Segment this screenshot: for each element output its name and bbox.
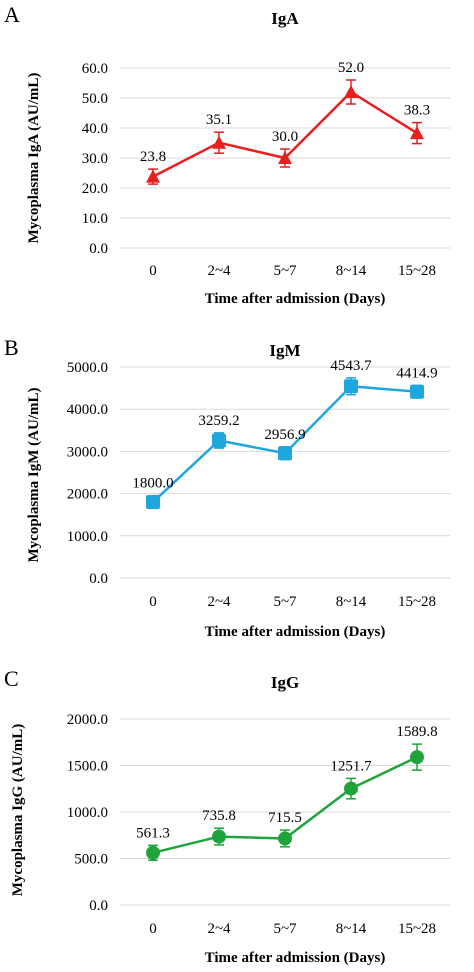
- x-tick-label: 8~14: [336, 263, 367, 279]
- panel-igg: 0.0 500.0 1000.0 1500.0 2000.0 0 2~4 5~7 8~14 15~…: [4, 666, 450, 966]
- data-label: 52.0: [338, 60, 364, 76]
- x-tick-label: 15~28: [398, 594, 436, 610]
- y-axis-label: Mycoplasma IgG (AU/mL): [10, 724, 26, 897]
- data-point: [212, 433, 226, 448]
- data-point: [146, 845, 160, 860]
- y-tick-label: 4000.0: [67, 402, 108, 418]
- data-label: 2956.9: [264, 427, 305, 443]
- data-label: 4543.7: [330, 358, 372, 374]
- y-tick-label: 0.0: [89, 571, 108, 587]
- data-point: [146, 495, 160, 510]
- y-tick-label: 40.0: [82, 121, 108, 137]
- data-label: 1251.7: [330, 758, 372, 774]
- y-tick-label: 1500.0: [67, 759, 108, 775]
- data-point: [344, 781, 358, 796]
- panel-iga: 0.0 10.0 20.0 30.0 40.0 50.0 60.0 0 2~4 5~7 8~14 15…: [4, 2, 450, 307]
- data-label: 735.8: [202, 808, 236, 824]
- data-point: [278, 151, 292, 164]
- x-tick-label: 15~28: [398, 263, 436, 279]
- x-tick-label: 8~14: [336, 594, 367, 610]
- x-tick-label: 0: [149, 594, 157, 610]
- x-tick-label: 2~4: [207, 263, 231, 279]
- y-axis-label: Mycoplasma IgM (AU/mL): [26, 388, 42, 563]
- chart-title: IgA: [271, 9, 299, 28]
- x-tick-label: 5~7: [273, 594, 297, 610]
- data-label: 23.8: [140, 149, 166, 165]
- y-tick-label: 30.0: [82, 151, 108, 167]
- panel-letter: B: [4, 335, 19, 360]
- data-label: 4414.9: [396, 365, 437, 381]
- data-label: 35.1: [206, 112, 232, 128]
- x-axis-label: Time after admission (Days): [205, 950, 386, 966]
- x-tick-label: 0: [149, 263, 157, 279]
- data-label: 715.5: [268, 810, 302, 826]
- y-tick-label: 60.0: [82, 61, 108, 77]
- y-tick-label: 0.0: [89, 898, 108, 914]
- data-point: [410, 750, 424, 765]
- x-tick-label: 5~7: [273, 263, 297, 279]
- y-tick-label: 2000.0: [67, 487, 108, 503]
- x-tick-label: 0: [149, 921, 157, 937]
- data-label: 561.3: [136, 825, 170, 841]
- x-axis-label: Time after admission (Days): [205, 624, 386, 640]
- x-tick-label: 15~28: [398, 921, 436, 937]
- data-label: 1800.0: [132, 476, 173, 492]
- y-tick-label: 20.0: [82, 181, 108, 197]
- data-label: 1589.8: [396, 724, 437, 740]
- panel-igm: 0.0 1000.0 2000.0 3000.0 4000.0 5000.0 0 2~4 5~7…: [4, 335, 450, 640]
- x-tick-label: 8~14: [336, 921, 367, 937]
- data-point: [410, 126, 424, 140]
- y-tick-label: 1000.0: [67, 805, 108, 821]
- data-label: 3259.2: [198, 413, 239, 429]
- x-tick-label: 5~7: [273, 921, 297, 937]
- y-axis-label: Mycoplasma IgA (AU/mL): [26, 73, 42, 244]
- data-point: [212, 829, 226, 844]
- data-point: [212, 135, 226, 149]
- x-tick-label: 2~4: [207, 921, 231, 937]
- data-label: 30.0: [272, 129, 298, 145]
- panel-letter: A: [4, 2, 20, 27]
- data-point: [344, 85, 358, 98]
- data-label: 38.3: [404, 103, 430, 119]
- data-point: [146, 169, 160, 183]
- data-point: [278, 446, 292, 461]
- y-tick-label: 3000.0: [67, 444, 108, 460]
- x-tick-label: 2~4: [207, 594, 231, 610]
- y-tick-label: 10.0: [82, 211, 108, 227]
- chart-title: IgG: [271, 673, 299, 692]
- chart-title: IgM: [269, 341, 300, 360]
- data-point: [344, 379, 358, 394]
- series-line: [152, 384, 418, 503]
- data-point: [278, 831, 292, 846]
- x-axis-label: Time after admission (Days): [205, 291, 386, 307]
- y-tick-label: 5000.0: [67, 360, 108, 376]
- data-point: [410, 384, 424, 399]
- y-tick-label: 2000.0: [67, 712, 108, 728]
- panel-letter: C: [4, 666, 19, 691]
- y-tick-label: 50.0: [82, 91, 108, 107]
- y-tick-label: 500.0: [74, 852, 108, 868]
- y-tick-label: 1000.0: [67, 529, 108, 545]
- y-tick-label: 0.0: [89, 241, 108, 257]
